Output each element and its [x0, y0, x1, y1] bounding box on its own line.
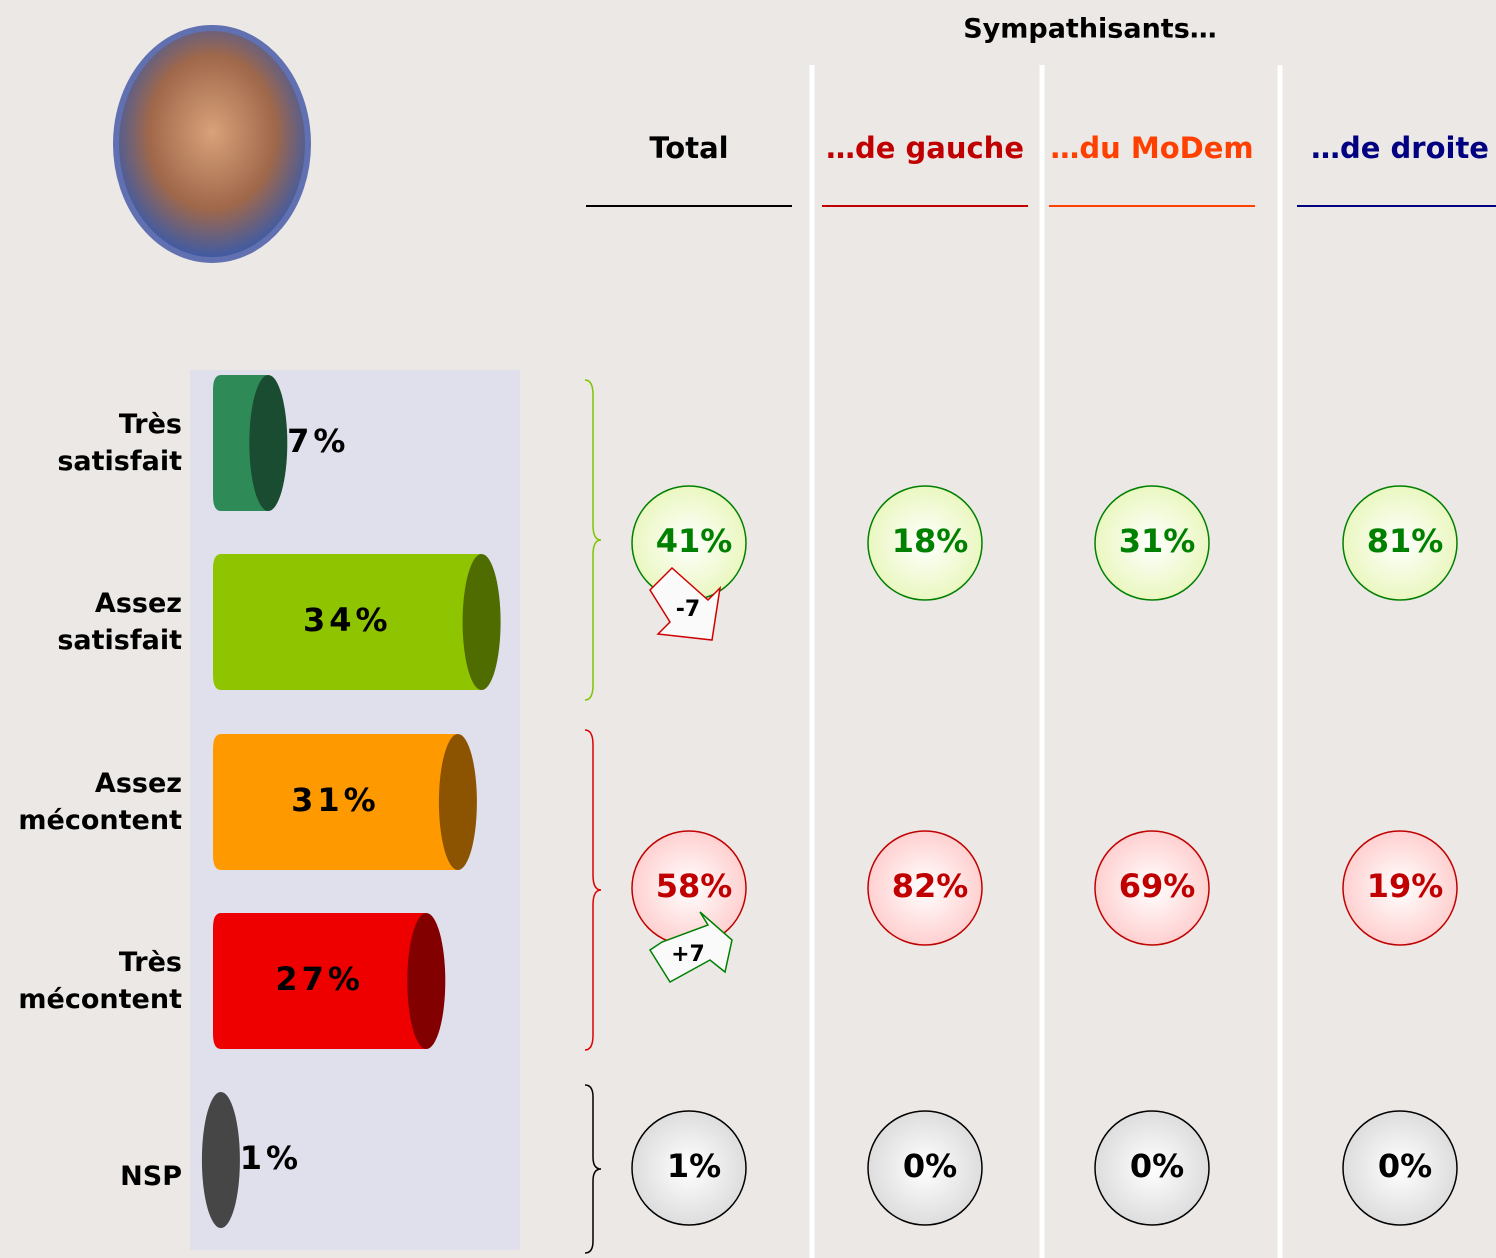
cell-value: 69%: [1119, 867, 1196, 905]
value-label: 7%: [287, 422, 349, 460]
portrait: [116, 28, 308, 260]
slide: Sympathisants… 7% 34% 31% 27% 1% Total …de gau…: [0, 0, 1496, 1258]
change-label: -7: [676, 597, 700, 622]
cell-value: 41%: [656, 522, 733, 560]
cell-value: 18%: [892, 522, 969, 560]
value-label: 1%: [240, 1139, 302, 1177]
cell-value: 81%: [1367, 522, 1444, 560]
category-label: Très mécontent: [2, 944, 182, 1018]
column-header: …de droite: [1311, 131, 1489, 165]
column-header: …du MoDem: [1050, 131, 1253, 165]
category-label: Très satisfait: [2, 406, 182, 480]
cell-value: 0%: [1130, 1147, 1184, 1185]
value-label: 34%: [303, 601, 392, 639]
cell-value: 0%: [1378, 1147, 1432, 1185]
cell-value: 19%: [1367, 867, 1444, 905]
brace: [585, 730, 601, 1050]
cell-value: 31%: [1119, 522, 1196, 560]
column-header: Total: [649, 131, 728, 165]
cell-value: 1%: [667, 1147, 721, 1185]
category-label: NSP: [2, 1158, 182, 1195]
value-label: 31%: [291, 781, 380, 819]
brace: [585, 1085, 601, 1253]
table-title: Sympathisants…: [963, 14, 1217, 45]
bar-end: [407, 913, 445, 1049]
brace: [585, 380, 601, 700]
category-label: Assez satisfait: [2, 585, 182, 659]
bar-end: [249, 375, 287, 511]
chart: Sympathisants… 7% 34% 31% 27% 1% Total …de gau…: [0, 0, 1496, 1258]
change-label: +7: [671, 942, 705, 967]
bar-end: [463, 554, 501, 690]
cell-value: 0%: [903, 1147, 957, 1185]
cell-value: 58%: [656, 867, 733, 905]
column-header: …de gauche: [826, 131, 1024, 165]
bar-end: [439, 734, 477, 870]
category-label: Assez mécontent: [2, 765, 182, 839]
value-label: 27%: [275, 960, 364, 998]
cell-value: 82%: [892, 867, 969, 905]
bar-end: [202, 1092, 240, 1228]
